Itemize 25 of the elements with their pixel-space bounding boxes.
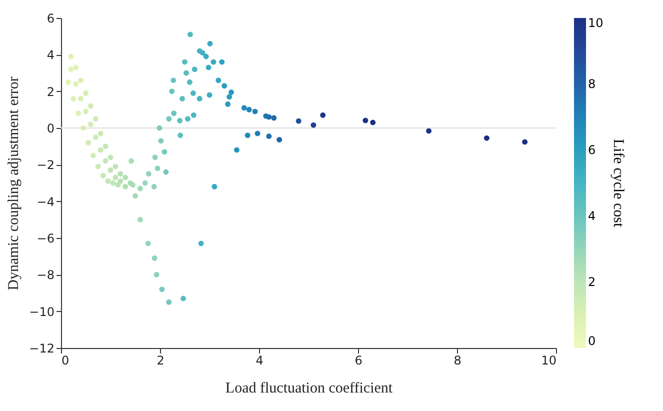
color-bar-title: Life cycle cost [610,138,626,228]
y-tick-label: −6 [36,232,54,246]
color-bar-label: 2 [588,275,596,289]
x-tick-label: 8 [454,354,462,368]
y-tick-label: 6 [46,12,54,26]
x-axis-title: Load fluctuation coefficient [225,380,394,396]
x-tick-label: 2 [156,354,164,368]
x-tick-label: 6 [354,354,362,368]
y-tick-label: −4 [36,194,54,209]
y-tick-label: −2 [36,158,54,172]
color-bar-label: 0 [588,334,596,348]
y-tick-label: −12 [29,342,54,356]
color-bar-label: 6 [588,143,596,157]
y-tick-label: 4 [46,48,54,62]
y-tick-label: 0 [46,122,54,136]
y-axis-title: Dynamic coupling adjustment error [6,76,22,290]
y-tick-label: −10 [29,304,54,319]
y-tick-label: −8 [36,268,54,282]
color-bar-label: 10 [588,16,604,30]
y-tick-label: 2 [46,84,54,99]
x-tick-label: 10 [541,354,556,368]
color-bar-label: 8 [588,77,596,91]
x-tick-label: 4 [256,354,264,368]
color-bar-label: 4 [588,209,596,223]
x-tick-label: 0 [62,354,70,368]
